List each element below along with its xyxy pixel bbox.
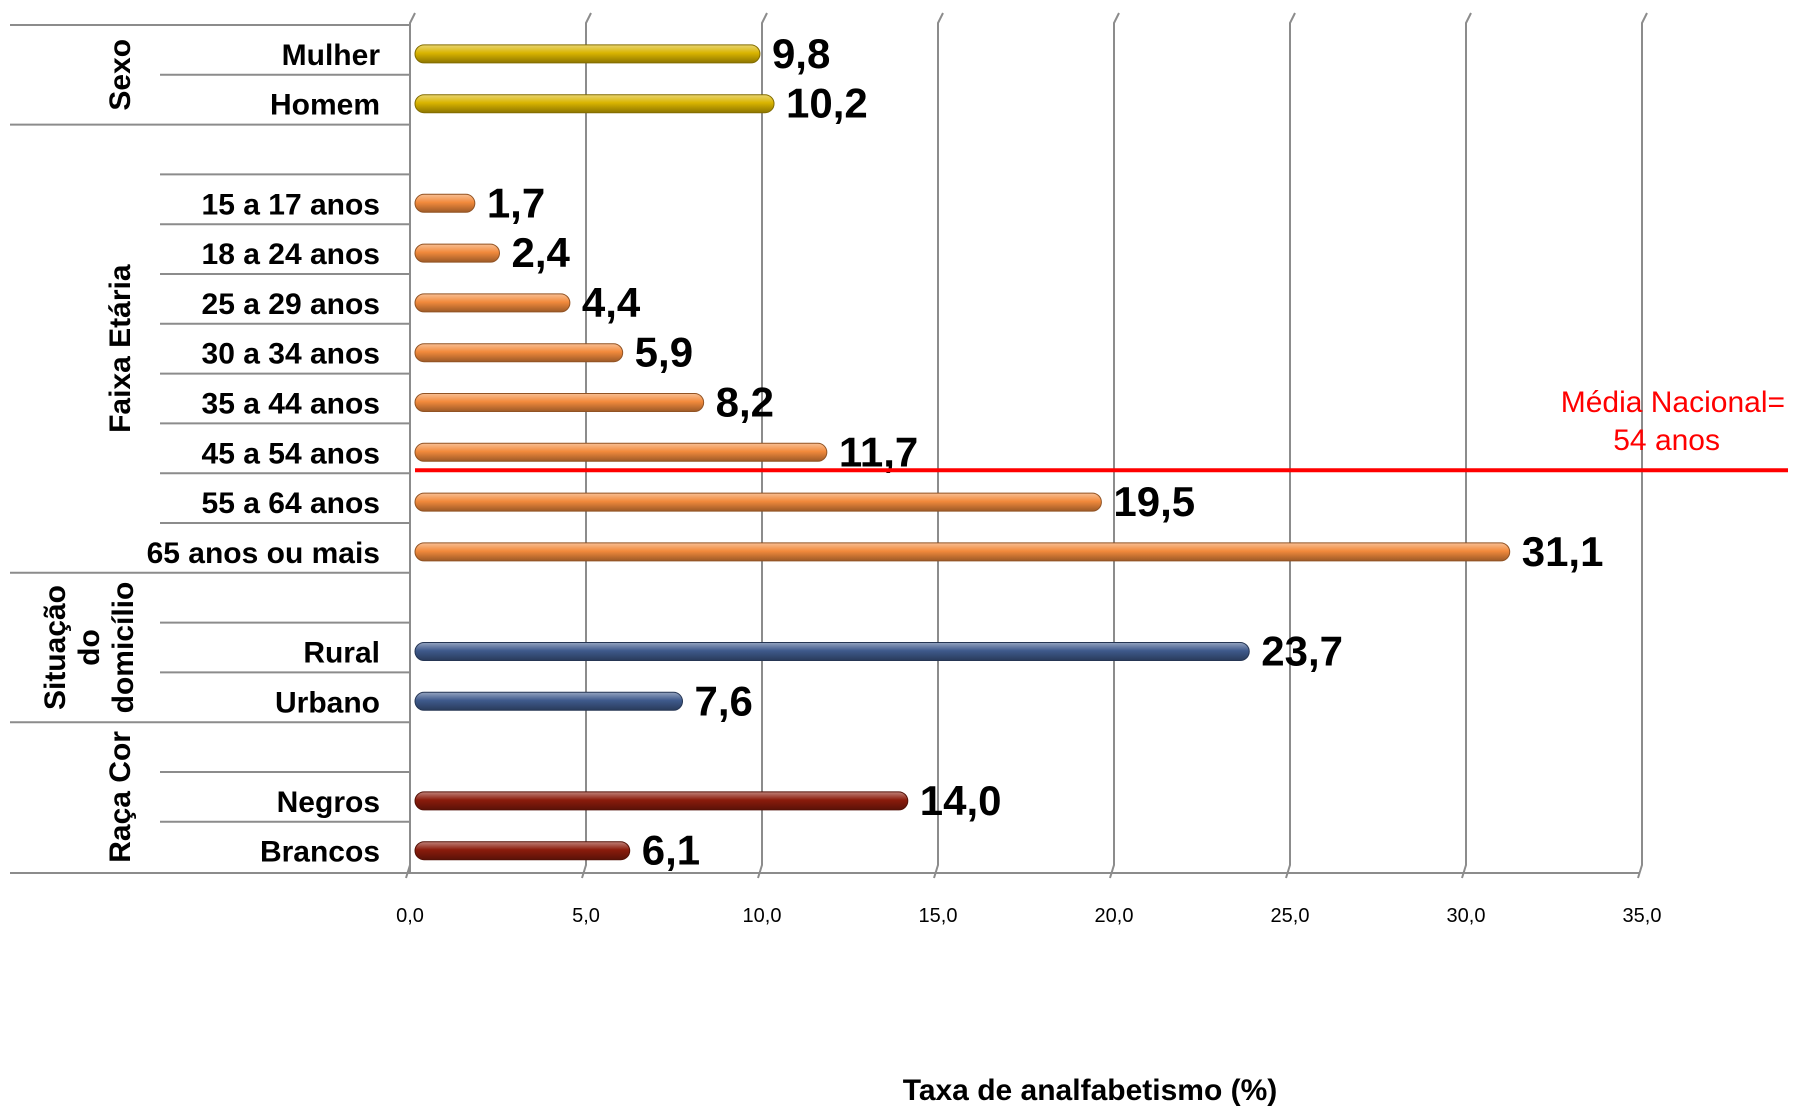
bar-65-anos-ou-mais [414,542,1511,562]
category-label-brancos: Brancos [260,836,380,869]
category-label-35-a-44-anos: 35 a 44 anos [202,388,380,421]
x-tick-3: 15,0 [919,905,958,927]
category-label-30-a-34-anos: 30 a 34 anos [202,338,380,371]
x-tick-7: 35,0 [1623,905,1662,927]
gridline [1285,12,1296,879]
x-axis-title: Taxa de analfabetismo (%) [903,1074,1278,1107]
category-label-rural: Rural [303,637,380,670]
category-labels: Mulher Homem 15 a 17 anos 18 a 24 anos 25 a … [147,39,381,869]
group-label-situacao-do-domicilio-line2: do [73,629,106,666]
x-tick-1: 5,0 [572,905,600,927]
value-label-15-a-17-anos: 1,7 [487,179,545,226]
gridline [1637,12,1648,879]
gridlines [10,12,1648,879]
category-label-55-a-64-anos: 55 a 64 anos [202,487,380,520]
gridline [1109,12,1120,879]
value-label-homem: 10,2 [786,80,868,127]
bar-30-a-34-anos [414,343,624,363]
bar-brancos [414,841,631,861]
value-label-18-a-24-anos: 2,4 [511,229,570,276]
value-label-30-a-34-anos: 5,9 [635,329,693,376]
category-label-urbano: Urbano [275,686,380,719]
group-label-sexo: Sexo [104,39,137,111]
reference-label-line1: Média Nacional= [1561,386,1785,419]
bars [414,44,1511,861]
bar-rural [414,642,1250,661]
value-label-urbano: 7,6 [695,677,753,724]
x-tick-5: 25,0 [1271,905,1310,927]
group-labels: Sexo Faixa Etária Situação do domicílio Raça … [39,39,140,863]
bar-18-a-24-anos [414,243,500,263]
value-label-mulher: 9,8 [772,30,830,77]
value-label-negros: 14,0 [920,777,1002,824]
x-tick-6: 30,0 [1447,905,1486,927]
reference-label-line2: 54 anos [1613,424,1720,457]
group-label-situacao-do-domicilio-line3: domicílio [107,582,140,714]
category-label-negros: Negros [277,786,380,819]
x-tick-labels: 0,0 5,0 10,0 15,0 20,0 25,0 30,0 35,0 [396,905,1661,927]
value-label-55-a-64-anos: 19,5 [1113,478,1195,525]
group-label-faixa-etaria: Faixa Etária [104,264,137,433]
x-tick-4: 20,0 [1095,905,1134,927]
reference-line: Média Nacional= 54 anos [415,386,1788,473]
x-tick-2: 10,0 [743,905,782,927]
bar-negros [414,791,909,811]
category-label-18-a-24-anos: 18 a 24 anos [202,238,380,271]
bar-homem [414,94,775,114]
category-table-lines [10,24,411,873]
gridline [933,12,944,879]
bar-25-a-29-anos [414,293,571,313]
bar-35-a-44-anos [414,393,705,412]
category-label-15-a-17-anos: 15 a 17 anos [202,188,380,221]
category-label-25-a-29-anos: 25 a 29 anos [202,288,380,321]
value-labels: 9,810,2 1,72,4 4,45,9 8,2 11,7 19,5 31,1 23,7 7,… [487,30,1604,874]
gridline [1461,12,1472,879]
bar-mulher [414,44,761,64]
category-label-45-a-54-anos: 45 a 54 anos [202,437,380,470]
value-label-45-a-54-anos: 11,7 [839,428,918,475]
group-label-situacao-do-domicilio-line1: Situação [39,585,72,710]
value-label-brancos: 6,1 [642,827,700,874]
value-label-65-anos-ou-mais: 31,1 [1522,528,1604,575]
bar-urbano [414,691,684,711]
bar-45-a-54-anos [414,442,828,462]
value-label-35-a-44-anos: 8,2 [716,379,774,426]
value-label-25-a-29-anos: 4,4 [582,279,641,326]
category-label-mulher: Mulher [282,39,381,72]
value-label-rural: 23,7 [1261,628,1343,675]
bar-55-a-64-anos [414,492,1102,512]
category-label-65-anos-ou-mais: 65 anos ou mais [147,537,380,570]
x-tick-0: 0,0 [396,905,424,927]
category-label-homem: Homem [270,89,380,122]
group-label-raca-cor: Raça Cor [104,731,137,863]
bar-15-a-17-anos [414,193,476,213]
